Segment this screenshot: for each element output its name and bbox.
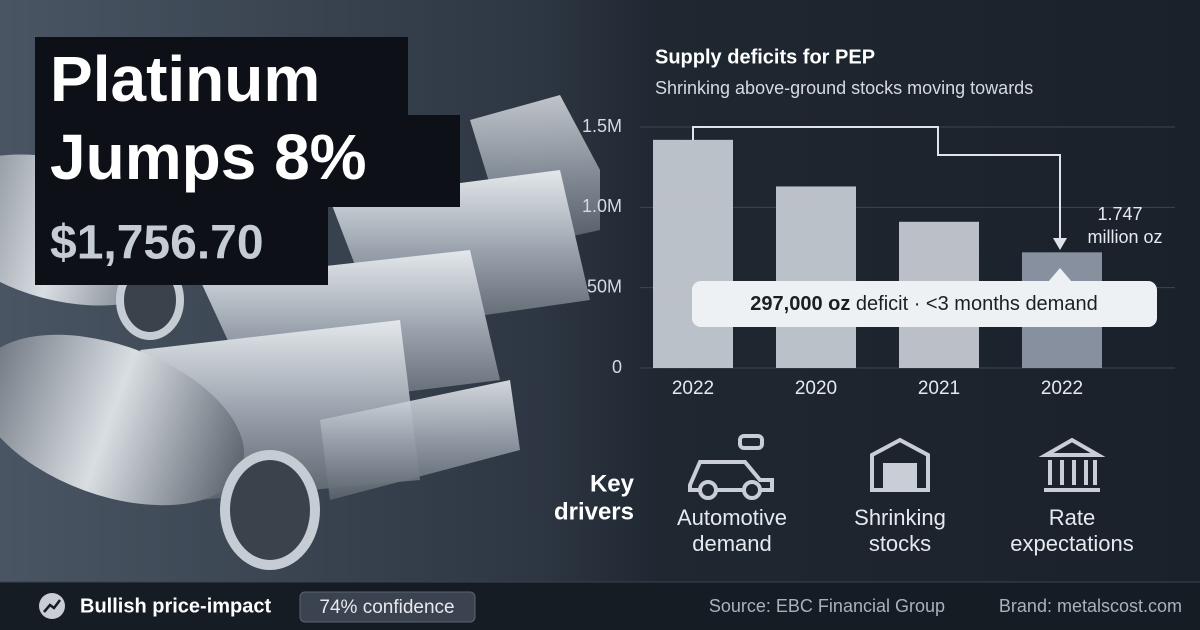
y-tick-label: 1.0M <box>582 196 622 216</box>
annotation: 1.747 <box>1097 204 1142 224</box>
callout-box <box>692 281 1157 327</box>
price: $1,756.70 <box>50 217 264 270</box>
icons <box>688 434 1106 500</box>
price-box <box>35 205 328 285</box>
y-tick-label: 50M <box>587 276 622 296</box>
footer <box>0 582 1200 630</box>
x-tick-label: 2022 <box>1041 378 1083 399</box>
annotation: million oz <box>1087 227 1162 247</box>
driver: stocks <box>869 531 931 556</box>
headline: Jumps 8% <box>50 121 367 193</box>
callout-text: deficit · <3 months demand <box>850 293 1097 315</box>
arrow-head <box>1053 238 1067 250</box>
callout: 297,000 oz deficit · <3 months demand <box>750 293 1097 315</box>
brand: Brand: metalscost.com <box>999 596 1182 616</box>
driver: demand <box>692 531 772 556</box>
source: Source: EBC Financial Group <box>709 596 945 616</box>
headline-box <box>35 37 408 122</box>
x-tick-label: 2022 <box>672 378 714 399</box>
connector <box>692 126 1061 240</box>
driver: Shrinking <box>854 505 946 530</box>
trend-line <box>43 599 61 613</box>
bar <box>653 139 733 368</box>
confidence-badge <box>299 591 476 623</box>
y-tick-label: 0 <box>612 357 622 377</box>
driver: Automotive <box>677 505 787 530</box>
confidence: 74% confidence <box>319 597 454 618</box>
headline-box <box>35 115 460 207</box>
impact: Bullish price-impact <box>80 595 271 617</box>
headline: Platinum <box>50 43 320 115</box>
x-tick-label: 2021 <box>918 378 960 399</box>
callout-pointer <box>1048 268 1072 282</box>
drivers-label: Key <box>590 470 635 497</box>
chart-title: Supply deficits for PEP <box>655 46 875 68</box>
drivers-label: drivers <box>554 498 634 525</box>
bar <box>776 186 856 368</box>
driver: expectations <box>1010 531 1134 556</box>
x-tick-label: 2020 <box>795 378 837 399</box>
chart-subtitle: Shrinking above-ground stocks moving tow… <box>655 78 1033 98</box>
y-tick-label: 1.5M <box>582 116 622 136</box>
driver: Rate <box>1049 505 1095 530</box>
callout-bold: 297,000 oz <box>750 293 850 315</box>
